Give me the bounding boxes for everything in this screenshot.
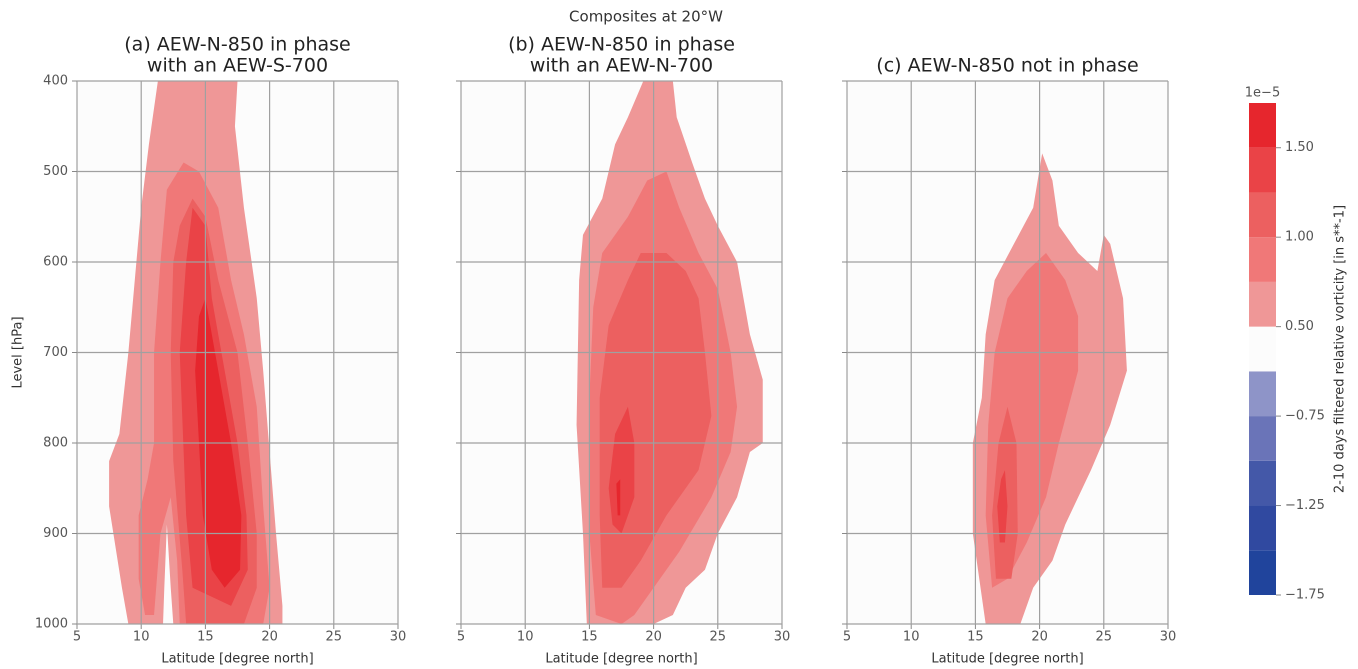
colorbar-bin (1249, 281, 1276, 327)
x-tick-label: 10 (517, 630, 534, 645)
colorbar-bin (1249, 192, 1276, 238)
x-tick-label: 5 (843, 630, 851, 645)
x-tick-label: 15 (197, 630, 214, 645)
x-tick-label: 25 (1096, 630, 1113, 645)
contour-fill (997, 470, 1008, 543)
colorbar-bin (1249, 103, 1276, 148)
x-tick-label: 5 (73, 630, 81, 645)
y-tick-label: 600 (43, 255, 68, 270)
panel-title: (c) AEW-N-850 not in phase (876, 55, 1138, 77)
colorbar-bin (1249, 147, 1276, 193)
x-tick-label: 30 (1160, 630, 1177, 645)
colorbar-bin (1249, 371, 1276, 417)
y-tick-label: 700 (43, 345, 68, 360)
x-tick-label: 25 (326, 630, 343, 645)
panel-title: (a) AEW-N-850 in phase (124, 34, 350, 56)
panel-title: with an AEW-N-700 (530, 55, 713, 77)
colorbar-bin (1249, 460, 1276, 506)
x-tick-label: 30 (774, 630, 791, 645)
colorbar-tick-label: −1.75 (1285, 588, 1325, 603)
x-tick-label: 10 (133, 630, 150, 645)
x-tick-label: 5 (457, 630, 465, 645)
y-axis-label: Level [hPa] (11, 316, 26, 388)
x-tick-label: 20 (261, 630, 278, 645)
colorbar-tick-label: −0.75 (1285, 409, 1325, 424)
colorbar-bin (1249, 326, 1276, 372)
x-tick-label: 20 (1031, 630, 1048, 645)
x-axis-label: Latitude [degree north] (161, 652, 313, 667)
colorbar-offset: 1e−5 (1245, 86, 1280, 101)
x-tick-label: 20 (645, 630, 662, 645)
x-axis-label: Latitude [degree north] (545, 652, 697, 667)
x-tick-label: 30 (390, 630, 407, 645)
figure-title: Composites at 20°W (569, 8, 723, 26)
panel-title: (b) AEW-N-850 in phase (508, 34, 735, 56)
x-tick-label: 10 (903, 630, 920, 645)
x-axis-label: Latitude [degree north] (931, 652, 1083, 667)
x-tick-label: 15 (581, 630, 598, 645)
colorbar-tick-label: 1.50 (1285, 140, 1314, 155)
colorbar-tick-label: 1.00 (1285, 230, 1314, 245)
y-tick-label: 800 (43, 436, 68, 451)
colorbar-tick-label: 0.50 (1285, 319, 1314, 334)
colorbar-bin (1249, 550, 1276, 595)
x-tick-label: 25 (710, 630, 727, 645)
colorbar-label: 2-10 days filtered relative vorticity [i… (1333, 205, 1348, 493)
y-tick-label: 1000 (35, 617, 68, 632)
contour-fill (608, 406, 635, 534)
y-tick-label: 900 (43, 526, 68, 541)
x-tick-label: 15 (967, 630, 984, 645)
panel-title: with an AEW-S-700 (147, 55, 328, 77)
contour-fill (616, 479, 621, 516)
colorbar-bin (1249, 237, 1276, 282)
y-tick-label: 500 (43, 164, 68, 179)
colorbar-bin (1249, 505, 1276, 551)
y-tick-label: 400 (43, 74, 68, 89)
colorbar-tick-label: −1.25 (1285, 498, 1325, 513)
colorbar-bin (1249, 416, 1276, 461)
